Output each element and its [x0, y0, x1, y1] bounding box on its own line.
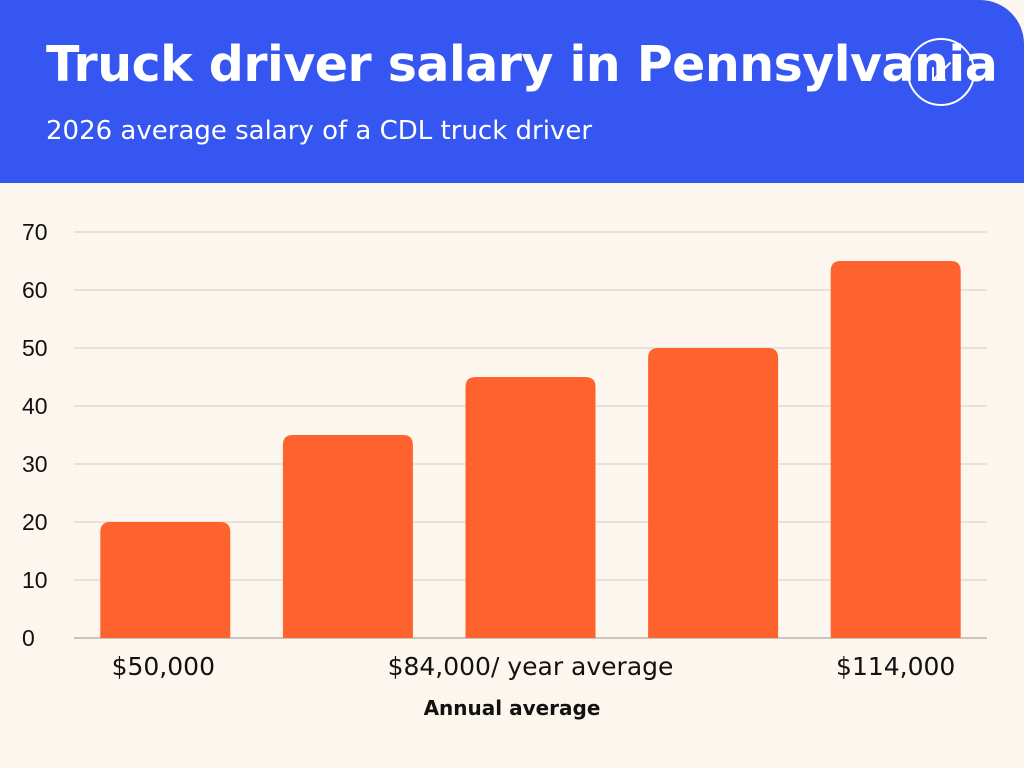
x-category-label: $84,000/ year average — [388, 652, 674, 681]
x-axis-title: Annual average — [424, 696, 601, 720]
y-tick-label: 30 — [22, 451, 48, 477]
y-tick-label: 60 — [22, 277, 48, 303]
header-banner: Truck driver salary in Pennsylvania 2026… — [0, 0, 1024, 183]
y-axis-ticks: 0 10 20 30 40 50 60 70 — [22, 219, 48, 651]
salary-bar-chart: 0 10 20 30 40 50 60 70 $50,000 $84,000/ year ave… — [22, 219, 987, 720]
y-tick-label: 50 — [22, 335, 48, 361]
y-tick-label: 20 — [22, 509, 48, 535]
bar-3 — [465, 377, 596, 638]
x-axis-labels: $50,000 $84,000/ year average $114,000 — [112, 652, 956, 681]
arrow-down-left-button[interactable] — [907, 38, 975, 106]
y-tick-label: 70 — [22, 219, 48, 245]
bar-5 — [830, 261, 961, 638]
page-subtitle: 2026 average salary of a CDL truck drive… — [46, 116, 593, 146]
arrow-down-left-icon — [932, 62, 951, 81]
bar-1 — [100, 522, 231, 638]
bar-2 — [282, 435, 413, 638]
y-tick-label: 0 — [22, 625, 35, 651]
y-tick-label: 10 — [22, 567, 48, 593]
x-category-label: $114,000 — [836, 652, 955, 681]
y-tick-label: 40 — [22, 393, 48, 419]
x-category-label: $50,000 — [112, 652, 215, 681]
bars — [100, 261, 961, 638]
bar-4 — [648, 348, 779, 638]
page-title: Truck driver salary in Pennsylvania — [46, 36, 998, 93]
